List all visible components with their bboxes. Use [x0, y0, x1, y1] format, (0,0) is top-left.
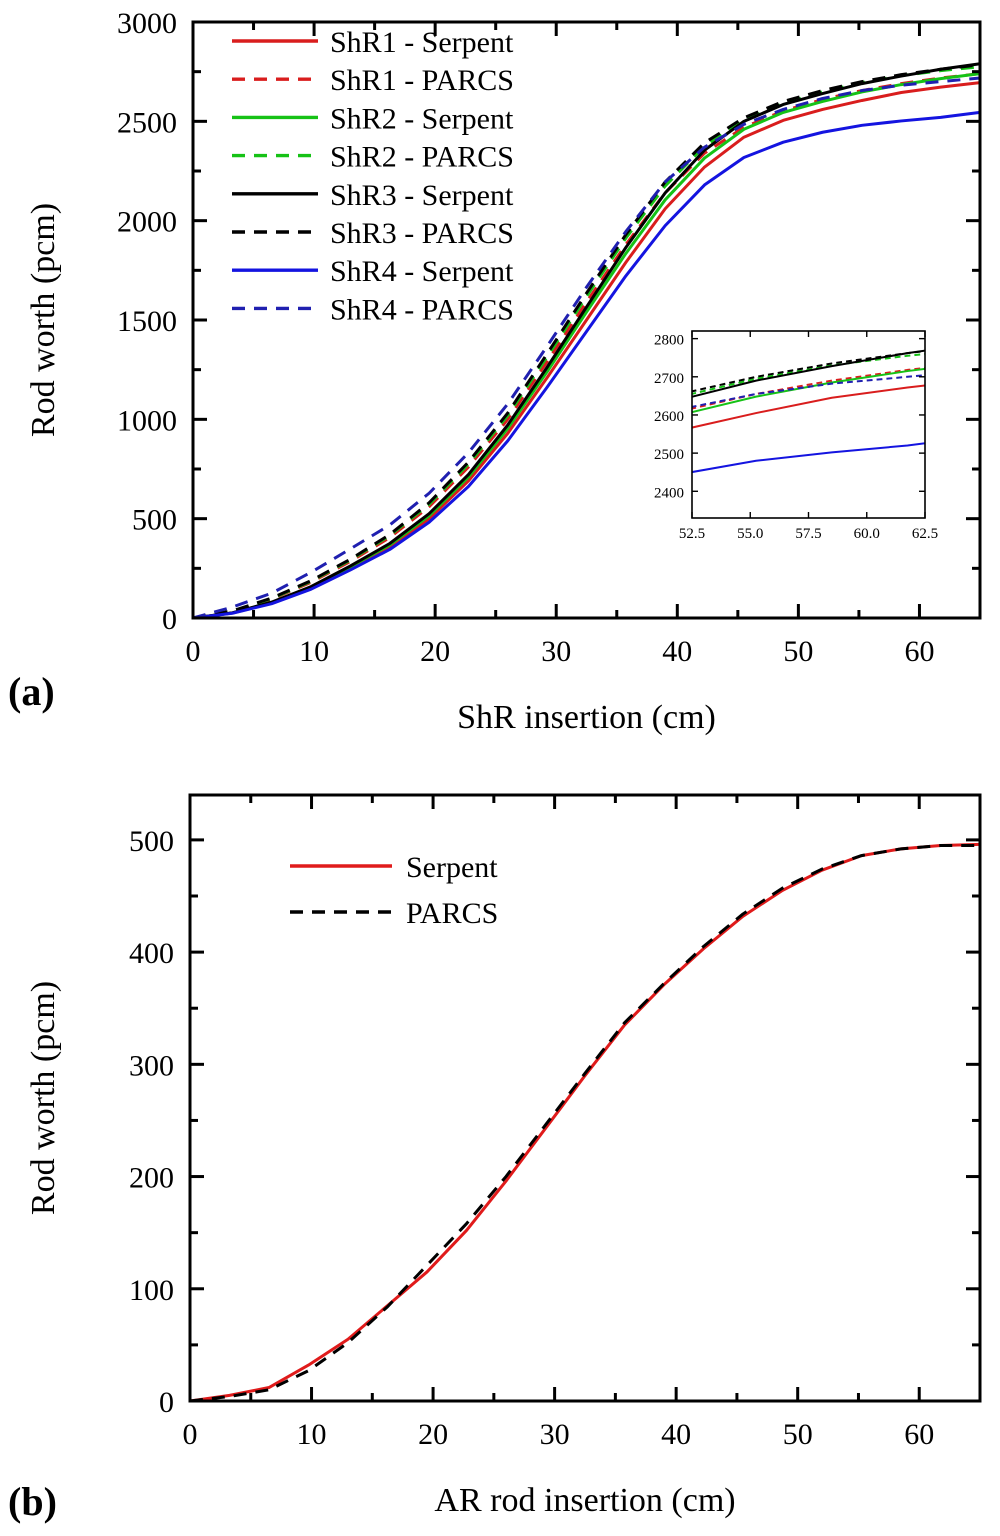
x-tick-label: 60 — [904, 1418, 934, 1451]
y-tick-label: 100 — [129, 1274, 174, 1307]
inset-series-line-shr3-parcs — [692, 350, 925, 393]
series-line-shr4-parcs — [192, 76, 981, 620]
y-tick-label: 500 — [132, 504, 177, 537]
y-tick-label: 300 — [129, 1049, 174, 1082]
panel-b-xaxis-title: AR rod insertion (cm) — [434, 1482, 735, 1519]
panel-b-chart: 0 10 20 30 40 50 60 0 100 200 300 400 500 AR rod inse… — [25, 793, 982, 1519]
x-tick-label: 10 — [299, 635, 329, 668]
x-tick-label: 0 — [183, 1418, 198, 1451]
legend-label: ShR2 - PARCS — [330, 141, 514, 174]
inset-y-tick-label: 2800 — [654, 333, 684, 349]
legend-label: ShR1 - Serpent — [330, 26, 514, 59]
x-tick-label: 60 — [904, 635, 934, 668]
inset-y-tick-label: 2400 — [654, 485, 684, 501]
y-tick-label: 200 — [129, 1162, 174, 1195]
inset-x-tick-label: 52.5 — [679, 526, 705, 542]
y-tick-label: 0 — [159, 1386, 174, 1419]
y-tick-label: 0 — [162, 603, 177, 636]
y-tick-label: 1500 — [117, 305, 177, 338]
legend-label: ShR4 - PARCS — [330, 293, 514, 326]
panel-a-legend: ShR1 - Serpent ShR1 - PARCS ShR2 - Serpent… — [232, 26, 514, 326]
x-tick-label: 30 — [540, 1418, 570, 1451]
legend-label: ShR1 - PARCS — [330, 64, 514, 97]
panel-b-label: (b) — [8, 1479, 57, 1524]
panel-a-curves — [192, 62, 981, 620]
legend-label: ShR2 - Serpent — [330, 102, 514, 135]
inset-series-line-shr1-serpent — [692, 384, 925, 429]
series-line-serpent — [189, 842, 981, 1403]
x-tick-label: 20 — [420, 635, 450, 668]
panel-b-yaxis-title: Rod worth (pcm) — [25, 981, 62, 1215]
panel-a-yaxis-title: Rod worth (pcm) — [25, 203, 62, 437]
legend-label: ShR4 - Serpent — [330, 255, 514, 288]
legend-label: ShR3 - Serpent — [330, 179, 514, 212]
y-tick-label: 500 — [129, 825, 174, 858]
panel-a-chart: 0 10 20 30 40 50 60 0 500 1000 1500 2000 2500 3000 ShR… — [25, 7, 982, 736]
legend-label: Serpent — [406, 851, 498, 884]
x-tick-label: 40 — [661, 1418, 691, 1451]
x-tick-label: 10 — [297, 1418, 327, 1451]
x-tick-label: 30 — [541, 635, 571, 668]
legend-label: ShR3 - PARCS — [330, 217, 514, 250]
panel-b-legend: Serpent PARCS — [290, 851, 498, 930]
x-tick-label: 20 — [418, 1418, 448, 1451]
series-line-parcs — [189, 844, 980, 1403]
inset-series-line-shr4-parcs — [692, 374, 925, 408]
y-tick-label: 2500 — [117, 106, 177, 139]
inset-series-line-shr2-parcs — [692, 353, 925, 395]
panel-a-inset: 52.5 55.0 57.5 60.0 62.5 2400 2500 2600 2700 2800 — [654, 330, 938, 542]
y-tick-label: 400 — [129, 937, 174, 970]
y-tick-label: 3000 — [117, 7, 177, 40]
panel-b-plot-frame — [188, 793, 982, 1403]
inset-y-tick-label: 2700 — [654, 371, 684, 387]
inset-y-tick-label: 2600 — [654, 409, 684, 425]
inset-series-line-shr4-serpent — [692, 442, 925, 474]
panel-a-label: (a) — [8, 669, 55, 714]
x-tick-label: 50 — [783, 635, 813, 668]
x-tick-label: 40 — [662, 635, 692, 668]
series-line-shr3-parcs — [192, 63, 981, 620]
x-tick-label: 50 — [783, 1418, 813, 1451]
legend-label: PARCS — [406, 897, 498, 930]
y-tick-label: 1000 — [117, 404, 177, 437]
inset-x-tick-label: 60.0 — [854, 526, 880, 542]
series-line-shr4-serpent — [192, 110, 981, 620]
inset-x-tick-label: 62.5 — [912, 526, 938, 542]
panel-a-xaxis-title: ShR insertion (cm) — [457, 699, 716, 736]
inset-x-tick-label: 55.0 — [737, 526, 763, 542]
x-tick-label: 0 — [186, 635, 201, 668]
series-line-shr3-serpent — [192, 62, 981, 620]
inset-curves — [692, 349, 925, 474]
panel-a-ticks: 0 10 20 30 40 50 60 0 500 1000 1500 2000 2500 3000 — [117, 7, 980, 668]
y-tick-label: 2000 — [117, 206, 177, 239]
panel-b-ticks: 0 10 20 30 40 50 60 0 100 200 300 400 500 — [129, 795, 980, 1451]
inset-x-tick-label: 57.5 — [795, 526, 821, 542]
inset-background — [692, 331, 925, 518]
inset-y-tick-label: 2500 — [654, 447, 684, 463]
panel-b-curves — [189, 842, 981, 1403]
